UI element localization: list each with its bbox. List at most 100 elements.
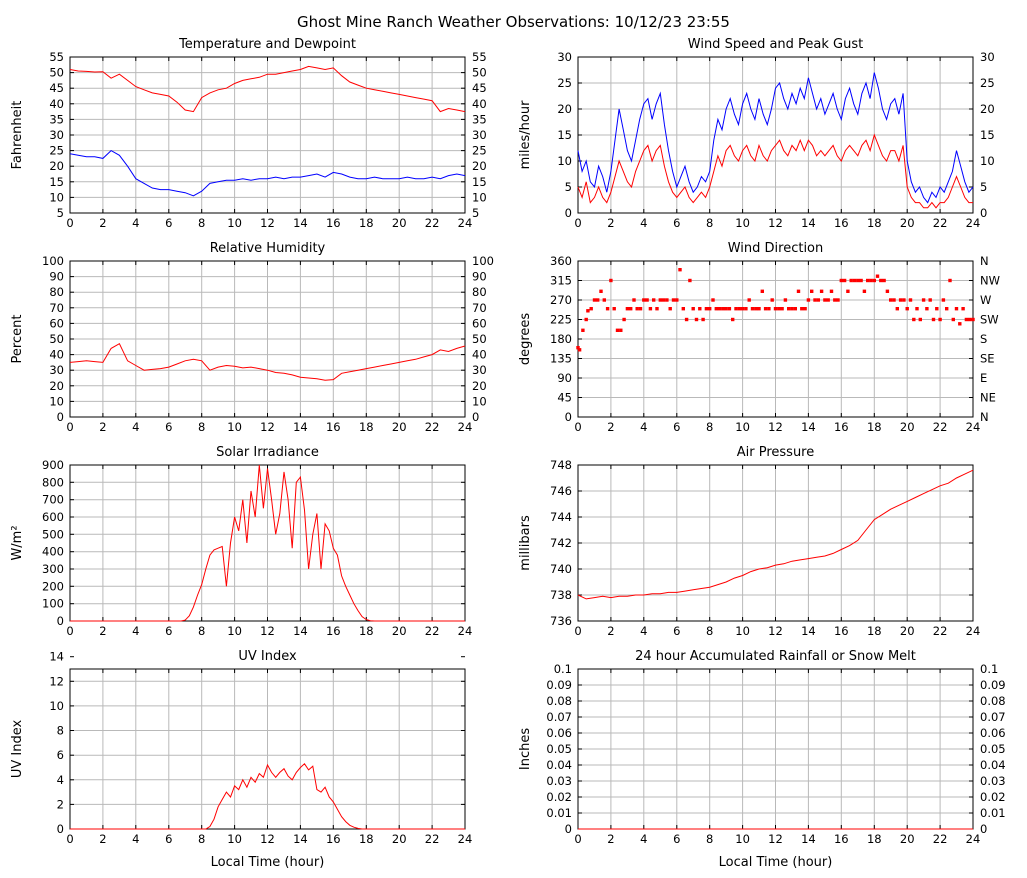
- svg-text:45: 45: [557, 391, 572, 405]
- svg-text:20: 20: [899, 832, 914, 846]
- svg-text:2: 2: [99, 624, 106, 638]
- svg-text:40: 40: [472, 348, 487, 362]
- svg-text:SW: SW: [980, 313, 999, 327]
- svg-text:2: 2: [607, 624, 614, 638]
- svg-text:400: 400: [42, 545, 64, 559]
- svg-text:14: 14: [49, 650, 64, 664]
- svg-text:14: 14: [801, 624, 816, 638]
- svg-text:8: 8: [706, 216, 713, 230]
- svg-text:800: 800: [42, 475, 64, 489]
- chart-wind-speed-gust: 0 2 4 6 8 10 12 14 16 18 20 22 24 0 0 5 5 10 10 15 15 20 20 25 2…: [514, 33, 1022, 237]
- svg-text:8: 8: [706, 624, 713, 638]
- svg-text:0: 0: [66, 216, 73, 230]
- svg-text:E: E: [980, 371, 987, 385]
- svg-text:14: 14: [801, 420, 816, 434]
- svg-text:100: 100: [42, 597, 64, 611]
- svg-text:12: 12: [260, 624, 275, 638]
- svg-text:18: 18: [866, 216, 881, 230]
- svg-text:225: 225: [550, 313, 572, 327]
- svg-text:18: 18: [866, 624, 881, 638]
- svg-text:0.03: 0.03: [980, 774, 1006, 788]
- svg-text:0.06: 0.06: [546, 726, 572, 740]
- svg-text:12: 12: [260, 216, 275, 230]
- svg-text:0: 0: [66, 420, 73, 434]
- svg-text:10: 10: [227, 832, 242, 846]
- chart-solar-irradiance: 0 2 4 6 8 10 12 14 16 18 20 22 24 0 100 200 300 400 500 600…: [6, 441, 514, 645]
- svg-text:Fahrenheit: Fahrenheit: [10, 101, 25, 170]
- svg-text:5: 5: [564, 180, 571, 194]
- svg-text:0.02: 0.02: [546, 790, 572, 804]
- svg-text:16: 16: [326, 624, 341, 638]
- svg-text:30: 30: [472, 363, 487, 377]
- charts-grid: 0 2 4 6 8 10 12 14 16 18 20 22 24 5 5 10 10 15 15 20 20 25 25 3…: [0, 31, 1027, 877]
- svg-text:20: 20: [899, 624, 914, 638]
- svg-text:270: 270: [550, 293, 572, 307]
- svg-text:Air Pressure: Air Pressure: [736, 445, 814, 460]
- svg-text:S: S: [980, 332, 987, 346]
- svg-text:135: 135: [550, 352, 572, 366]
- svg-text:0.08: 0.08: [980, 694, 1006, 708]
- svg-text:0.05: 0.05: [546, 742, 572, 756]
- svg-text:18: 18: [359, 832, 374, 846]
- svg-text:22: 22: [425, 216, 440, 230]
- svg-text:10: 10: [980, 154, 995, 168]
- svg-text:10: 10: [227, 420, 242, 434]
- svg-text:60: 60: [49, 316, 64, 330]
- svg-text:20: 20: [392, 420, 407, 434]
- svg-text:14: 14: [801, 832, 816, 846]
- svg-text:Inches: Inches: [518, 728, 533, 770]
- svg-text:18: 18: [359, 216, 374, 230]
- svg-text:10: 10: [227, 216, 242, 230]
- svg-text:12: 12: [768, 420, 783, 434]
- chart-air-pressure: 0 2 4 6 8 10 12 14 16 18 20 22 24 736 738 740 742 744 746 7…: [514, 441, 1022, 645]
- svg-text:0.07: 0.07: [546, 710, 572, 724]
- svg-text:22: 22: [425, 420, 440, 434]
- svg-text:16: 16: [326, 216, 341, 230]
- svg-text:0: 0: [564, 410, 571, 424]
- svg-text:0: 0: [980, 206, 987, 220]
- svg-text:40: 40: [49, 348, 64, 362]
- svg-text:6: 6: [673, 624, 680, 638]
- svg-text:100: 100: [472, 254, 494, 268]
- svg-text:30: 30: [49, 363, 64, 377]
- svg-text:0.04: 0.04: [980, 758, 1006, 772]
- svg-text:0.06: 0.06: [980, 726, 1006, 740]
- svg-text:24 hour Accumulated Rainfall o: 24 hour Accumulated Rainfall or Snow Mel…: [635, 649, 916, 664]
- svg-text:0.01: 0.01: [546, 806, 572, 820]
- svg-text:W/m²: W/m²: [10, 525, 25, 560]
- svg-text:10: 10: [49, 394, 64, 408]
- svg-text:16: 16: [326, 420, 341, 434]
- svg-text:25: 25: [49, 144, 64, 158]
- svg-text:20: 20: [49, 379, 64, 393]
- svg-text:15: 15: [49, 175, 64, 189]
- svg-text:0.07: 0.07: [980, 710, 1006, 724]
- svg-text:8: 8: [57, 724, 64, 738]
- svg-text:10: 10: [472, 190, 487, 204]
- svg-text:20: 20: [392, 216, 407, 230]
- svg-text:10: 10: [735, 832, 750, 846]
- svg-text:500: 500: [42, 527, 64, 541]
- svg-text:20: 20: [899, 216, 914, 230]
- svg-text:55: 55: [49, 50, 64, 64]
- svg-text:22: 22: [425, 624, 440, 638]
- svg-text:20: 20: [980, 102, 995, 116]
- svg-text:22: 22: [425, 832, 440, 846]
- chart-rainfall: 0 2 4 6 8 10 12 14 16 18 20 22 24 0 0 0.01 0.01 0.02 0.02 0…: [514, 645, 1022, 877]
- svg-text:0: 0: [57, 410, 64, 424]
- svg-text:16: 16: [833, 832, 848, 846]
- svg-text:740: 740: [550, 562, 572, 576]
- svg-text:12: 12: [768, 216, 783, 230]
- svg-text:4: 4: [640, 420, 647, 434]
- svg-text:80: 80: [472, 285, 487, 299]
- svg-text:N: N: [980, 410, 989, 424]
- svg-text:0: 0: [980, 822, 987, 836]
- svg-text:24: 24: [458, 216, 473, 230]
- svg-text:15: 15: [980, 128, 995, 142]
- svg-text:746: 746: [550, 484, 572, 498]
- svg-text:35: 35: [49, 112, 64, 126]
- svg-text:NW: NW: [980, 274, 1000, 288]
- svg-text:200: 200: [42, 579, 64, 593]
- svg-text:20: 20: [899, 420, 914, 434]
- svg-text:736: 736: [550, 614, 572, 628]
- svg-text:24: 24: [458, 420, 473, 434]
